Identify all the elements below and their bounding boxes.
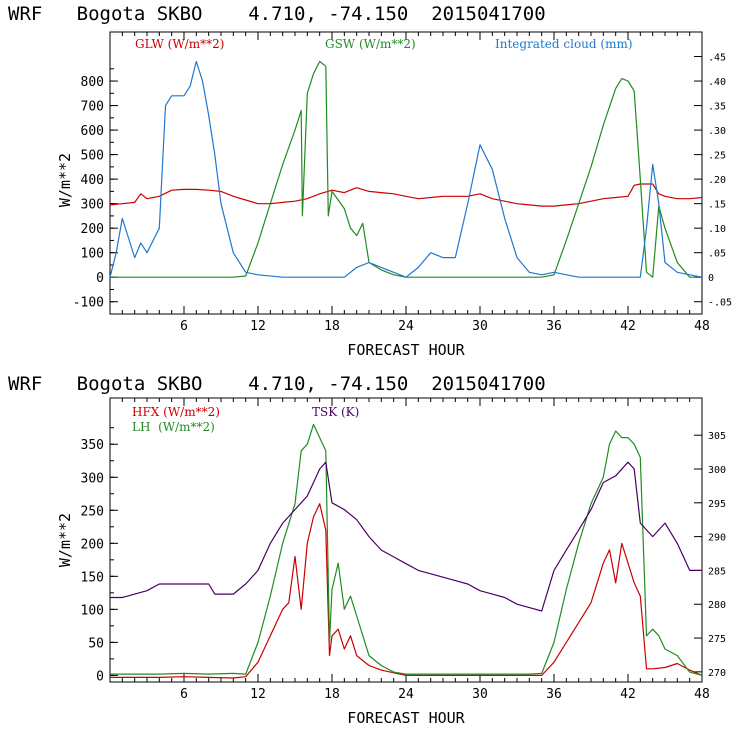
bottom-x-tick-label: 18 (324, 687, 340, 702)
top-y2-tick-label: .45 (708, 53, 726, 64)
bottom-y-tick-label: 300 (81, 471, 104, 486)
top-series-gsw (110, 60, 702, 278)
top-y-tick-label: 200 (81, 222, 104, 237)
legend-lh: LH (W/m**2) (132, 420, 215, 434)
bottom-chart-title: WRF Bogota SKBO 4.710, -74.150 201504170… (8, 373, 546, 395)
bottom-x-tick-label: 36 (546, 687, 562, 702)
top-y2-tick-label: 0 (708, 273, 714, 284)
bottom-y2-tick-label: 275 (708, 634, 726, 645)
top-plot-frame (109, 31, 703, 315)
bottom-y2-tick-label: 270 (708, 668, 726, 679)
top-axis-ticks: 6 12 18 24 30 36 42 48 -100 0 100 200 300 400 500 600 70… (73, 32, 732, 334)
top-y-tick-label: 400 (81, 173, 104, 188)
top-x-tick-label: 6 (180, 319, 188, 334)
top-y-tick-label: 700 (81, 100, 104, 115)
bottom-series-lh (110, 423, 703, 676)
bottom-panel: WRF Bogota SKBO 4.710, -74.150 201504170… (8, 373, 726, 727)
top-y2-tick-label: .40 (708, 77, 726, 88)
bottom-x-tick-label: 6 (180, 687, 188, 702)
top-x-tick-label: 24 (398, 319, 414, 334)
bottom-y-tick-label: 0 (96, 669, 104, 684)
bottom-series-hfx (110, 503, 703, 679)
top-y2-tick-label: .35 (708, 102, 726, 113)
bottom-y2-tick-label: 280 (708, 600, 726, 611)
bottom-x-tick-label: 30 (472, 687, 488, 702)
bottom-y2-tick-label: 285 (708, 566, 726, 577)
bottom-y-tick-label: 200 (81, 537, 104, 552)
top-x-axis-label: FORECAST HOUR (347, 341, 465, 359)
top-y-axis-label: W/m**2 (56, 153, 74, 207)
bottom-x-axis-label: FORECAST HOUR (347, 709, 465, 727)
top-y2-tick-label: -.05 (708, 298, 732, 309)
top-x-tick-label: 36 (546, 319, 562, 334)
bottom-series-tsk (110, 461, 702, 612)
bottom-y2-tick-label: 295 (708, 499, 726, 510)
legend-gsw: GSW (W/m**2) (325, 37, 416, 51)
top-y-tick-label: 800 (81, 75, 104, 90)
bottom-y2-tick-label: 290 (708, 533, 726, 544)
top-y-tick-label: 0 (96, 271, 104, 286)
top-x-tick-label: 42 (620, 319, 636, 334)
legend-glw: GLW (W/m**2) (135, 37, 224, 51)
bottom-x-tick-label: 12 (250, 687, 266, 702)
bottom-series-group (110, 423, 703, 679)
bottom-y-tick-label: 350 (81, 438, 104, 453)
bottom-y2-tick-label: 305 (708, 431, 726, 442)
top-x-tick-label: 48 (694, 319, 710, 334)
bottom-y-tick-label: 100 (81, 603, 104, 618)
top-y2-tick-label: .20 (708, 175, 726, 186)
bottom-x-tick-label: 48 (694, 687, 710, 702)
top-series-integrated (109, 60, 703, 278)
top-chart-title: WRF Bogota SKBO 4.710, -74.150 201504170… (8, 3, 546, 25)
bottom-plot-frame (109, 397, 703, 683)
bottom-y2-tick-label: 300 (708, 465, 726, 476)
legend-cloud: Integrated cloud (mm) (495, 37, 633, 51)
bottom-axis-ticks: 6 12 18 24 30 36 42 48 0 50 100 150 200 250 300 350 270 2… (81, 398, 726, 702)
top-panel: WRF Bogota SKBO 4.710, -74.150 201504170… (8, 3, 732, 359)
bottom-y-axis-label: W/m**2 (56, 513, 74, 567)
bottom-y-tick-label: 50 (88, 636, 104, 651)
top-y-tick-label: 300 (81, 198, 104, 213)
top-y2-tick-label: .10 (708, 224, 726, 235)
top-y-tick-label: 100 (81, 247, 104, 262)
legend-tsk: TSK (K) (312, 405, 359, 419)
top-series-group (109, 60, 703, 278)
top-y-tick-label: -100 (73, 296, 104, 311)
top-x-tick-label: 12 (250, 319, 266, 334)
bottom-x-tick-label: 24 (398, 687, 414, 702)
legend-hfx: HFX (W/m**2) (132, 405, 220, 419)
bottom-y-tick-label: 150 (81, 570, 104, 585)
top-y2-tick-label: .15 (708, 200, 726, 211)
top-series-glw (109, 183, 703, 207)
top-y-tick-label: 600 (81, 124, 104, 139)
bottom-x-tick-label: 42 (620, 687, 636, 702)
top-y2-tick-label: .05 (708, 249, 726, 260)
top-x-tick-label: 18 (324, 319, 340, 334)
top-x-tick-label: 30 (472, 319, 488, 334)
top-y2-tick-label: .25 (708, 151, 726, 162)
bottom-y-tick-label: 250 (81, 504, 104, 519)
top-y2-tick-label: .30 (708, 126, 726, 137)
top-y-tick-label: 500 (81, 149, 104, 164)
